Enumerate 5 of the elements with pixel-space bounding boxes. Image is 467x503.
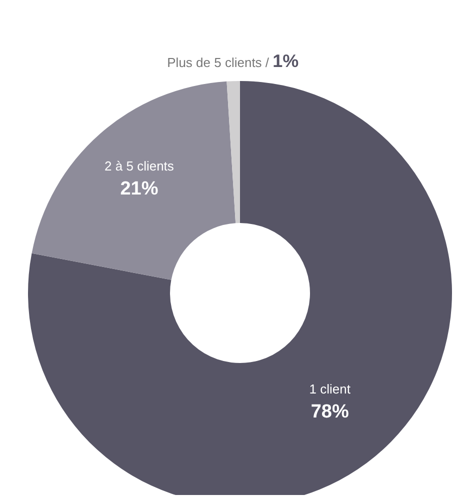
slice-label: Plus de 5 clients / 1% [167, 51, 299, 72]
slice-label: 2 à 5 clients [104, 158, 174, 174]
data-label: 78% [310, 402, 349, 423]
data-label: 21% [120, 178, 158, 200]
slice-label: 1 client [309, 382, 351, 397]
